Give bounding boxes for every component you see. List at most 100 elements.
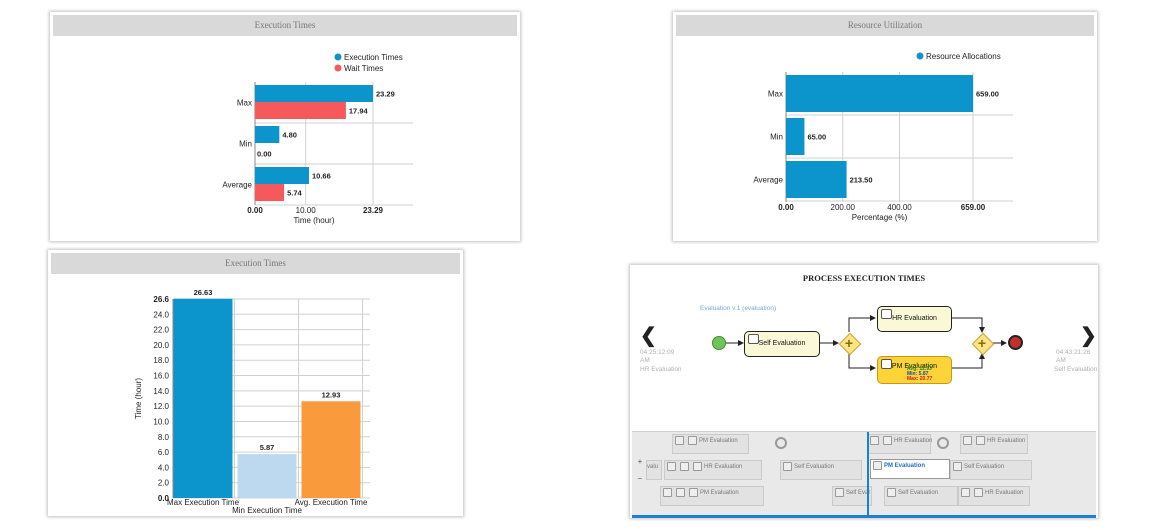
resource-utilization-chart: Max 659.00 Min 65.00 Average 213.50 0.00 200.00…	[753, 52, 1013, 222]
task-label: PM Evaluation	[891, 363, 938, 370]
user-task-icon	[953, 461, 962, 471]
bar	[255, 126, 280, 143]
end-event-icon[interactable]	[1008, 335, 1023, 350]
timeline-item-selected[interactable]: PM Evaluation	[870, 459, 950, 479]
x-tick-label: Max Execution Time	[167, 498, 240, 507]
data-label: 213.50	[850, 176, 873, 185]
data-label: 5.74	[287, 189, 302, 198]
x-axis-title: Time (hour)	[293, 216, 334, 225]
category-label: Average	[222, 181, 252, 190]
timeline-item-label: PM Evaluation	[699, 438, 738, 444]
process-link[interactable]: Evaluation v.1 (evaluation)	[700, 305, 777, 312]
bar	[786, 75, 973, 112]
timeline-item-label: HR Evaluation	[987, 438, 1026, 444]
timeline-item-label: HR Evaluation	[985, 490, 1024, 496]
legend-marker	[916, 52, 924, 60]
timeline-item[interactable]: HR Evaluation	[867, 434, 933, 454]
bar	[173, 298, 233, 498]
timeline-event-icon[interactable]	[775, 437, 787, 449]
prev-ghost-task: HR Evaluation	[640, 366, 682, 373]
timeline-item-label: HR Evaluation	[894, 438, 933, 444]
user-task-icon	[961, 487, 970, 497]
data-label: 23.29	[376, 90, 395, 99]
user-task-icon	[870, 435, 879, 445]
panel-title: PROCESS EXECUTION TIMES	[802, 273, 926, 283]
timeline-current-marker[interactable]	[867, 432, 869, 518]
task-pm-evaluation[interactable]: PM Evaluation Avg: 12.93 Min: 5.87 Max: …	[877, 356, 952, 384]
zoom-out-icon[interactable]: −	[637, 474, 643, 483]
x-tick-label: 23.29	[363, 206, 384, 215]
y-tick-label: 20.0	[153, 341, 169, 350]
timeline-item[interactable]: HR Evaluation	[958, 486, 1030, 506]
prev-ghost-ampm: AM	[640, 357, 650, 364]
y-tick-label: 16.0	[153, 372, 169, 381]
timeline-item[interactable]: HR Evaluation	[664, 460, 762, 480]
data-label: 65.00	[807, 133, 826, 142]
category-label: Max	[768, 90, 783, 99]
bar	[301, 401, 361, 498]
data-label: 26.63	[194, 288, 213, 297]
timeline-event-icon[interactable]	[937, 437, 949, 449]
y-tick-label: 24.0	[153, 310, 169, 319]
user-task-icon	[667, 461, 676, 471]
prev-arrow-button[interactable]: ❮	[640, 325, 657, 347]
timeline-item[interactable]: PM Evaluation	[660, 486, 764, 506]
timeline-scrollbar[interactable]	[632, 515, 1096, 518]
prev-ghost-time: 04:25:12:09	[640, 349, 675, 356]
next-arrow-button[interactable]: ❯	[1080, 325, 1097, 347]
task-hr-evaluation[interactable]: HR Evaluation	[877, 306, 952, 332]
x-tick-label: Avg. Execution Time	[295, 498, 368, 507]
user-task-icon	[881, 309, 892, 319]
x-tick-label: 10.00	[296, 206, 317, 215]
bar	[255, 184, 285, 201]
timeline-item[interactable]: Self Eval	[832, 486, 872, 506]
user-task-icon	[783, 461, 792, 471]
data-label: 10.66	[312, 172, 331, 181]
data-label: 17.94	[349, 107, 369, 116]
user-task-icon	[680, 461, 689, 471]
timeline-item[interactable]: Self Evaluation	[780, 460, 862, 480]
data-label: 0.00	[257, 150, 272, 159]
timeline-item[interactable]: Self Evaluation	[884, 486, 958, 506]
timeline-item[interactable]: HR Evaluation	[960, 434, 1028, 454]
execution-timeline[interactable]: + − PM Evaluation HR Evaluation HR Evalu…	[632, 431, 1096, 518]
next-ghost-task: Self Evaluation	[1054, 366, 1098, 373]
x-tick-label: 400.00	[887, 203, 912, 212]
timeline-item-label: HR Evaluation	[704, 464, 743, 470]
y-tick-label: 2.0	[158, 479, 170, 488]
timeline-item-label: PM Evaluation	[700, 490, 739, 496]
bar	[255, 167, 310, 184]
user-task-icon	[887, 487, 896, 497]
y-tick-label: 18.0	[153, 356, 169, 365]
category-label: Min	[770, 133, 783, 142]
task-self-evaluation[interactable]: Self Evaluation	[744, 331, 820, 357]
panel-title: Resource Utilization	[676, 15, 1094, 36]
timeline-item-label: Self Evaluation	[964, 464, 1005, 470]
start-event-icon[interactable]	[712, 336, 726, 350]
user-task-icon	[835, 487, 844, 497]
timeline-item[interactable]: valu	[646, 460, 662, 480]
timeline-item-label: valu	[647, 464, 659, 470]
timeline-item[interactable]: Self Evaluation	[950, 460, 1032, 480]
user-task-icon	[689, 487, 698, 497]
user-task-icon	[974, 487, 983, 497]
execution-times-hbar-panel: Execution Times Max 23.29 17.94 Min 4.80 0.00…	[50, 12, 520, 241]
data-label: 659.00	[976, 90, 999, 99]
bar	[786, 161, 847, 198]
task-label: Self Evaluation	[758, 340, 806, 347]
user-task-icon	[675, 435, 684, 445]
data-label: 12.93	[322, 390, 341, 399]
user-task-icon	[881, 359, 892, 369]
timeline-item[interactable]: PM Evaluation	[672, 434, 749, 454]
legend-marker	[334, 53, 342, 61]
process-connectors	[726, 315, 1007, 371]
zoom-in-icon[interactable]: +	[637, 457, 643, 466]
user-task-icon	[873, 460, 882, 470]
execution-times-hbar-chart: Max 23.29 17.94 Min 4.80 0.00 Average 10.66 5.74…	[222, 53, 413, 225]
bar	[237, 454, 297, 498]
y-tick-label: 6.0	[158, 448, 170, 457]
plus-icon: +	[844, 335, 854, 351]
user-task-icon	[883, 435, 892, 445]
resource-utilization-panel: Resource Utilization Max 659.00 Min 65.00 Av…	[673, 12, 1097, 241]
pm-min-stat: Min: 5.87	[907, 371, 929, 377]
